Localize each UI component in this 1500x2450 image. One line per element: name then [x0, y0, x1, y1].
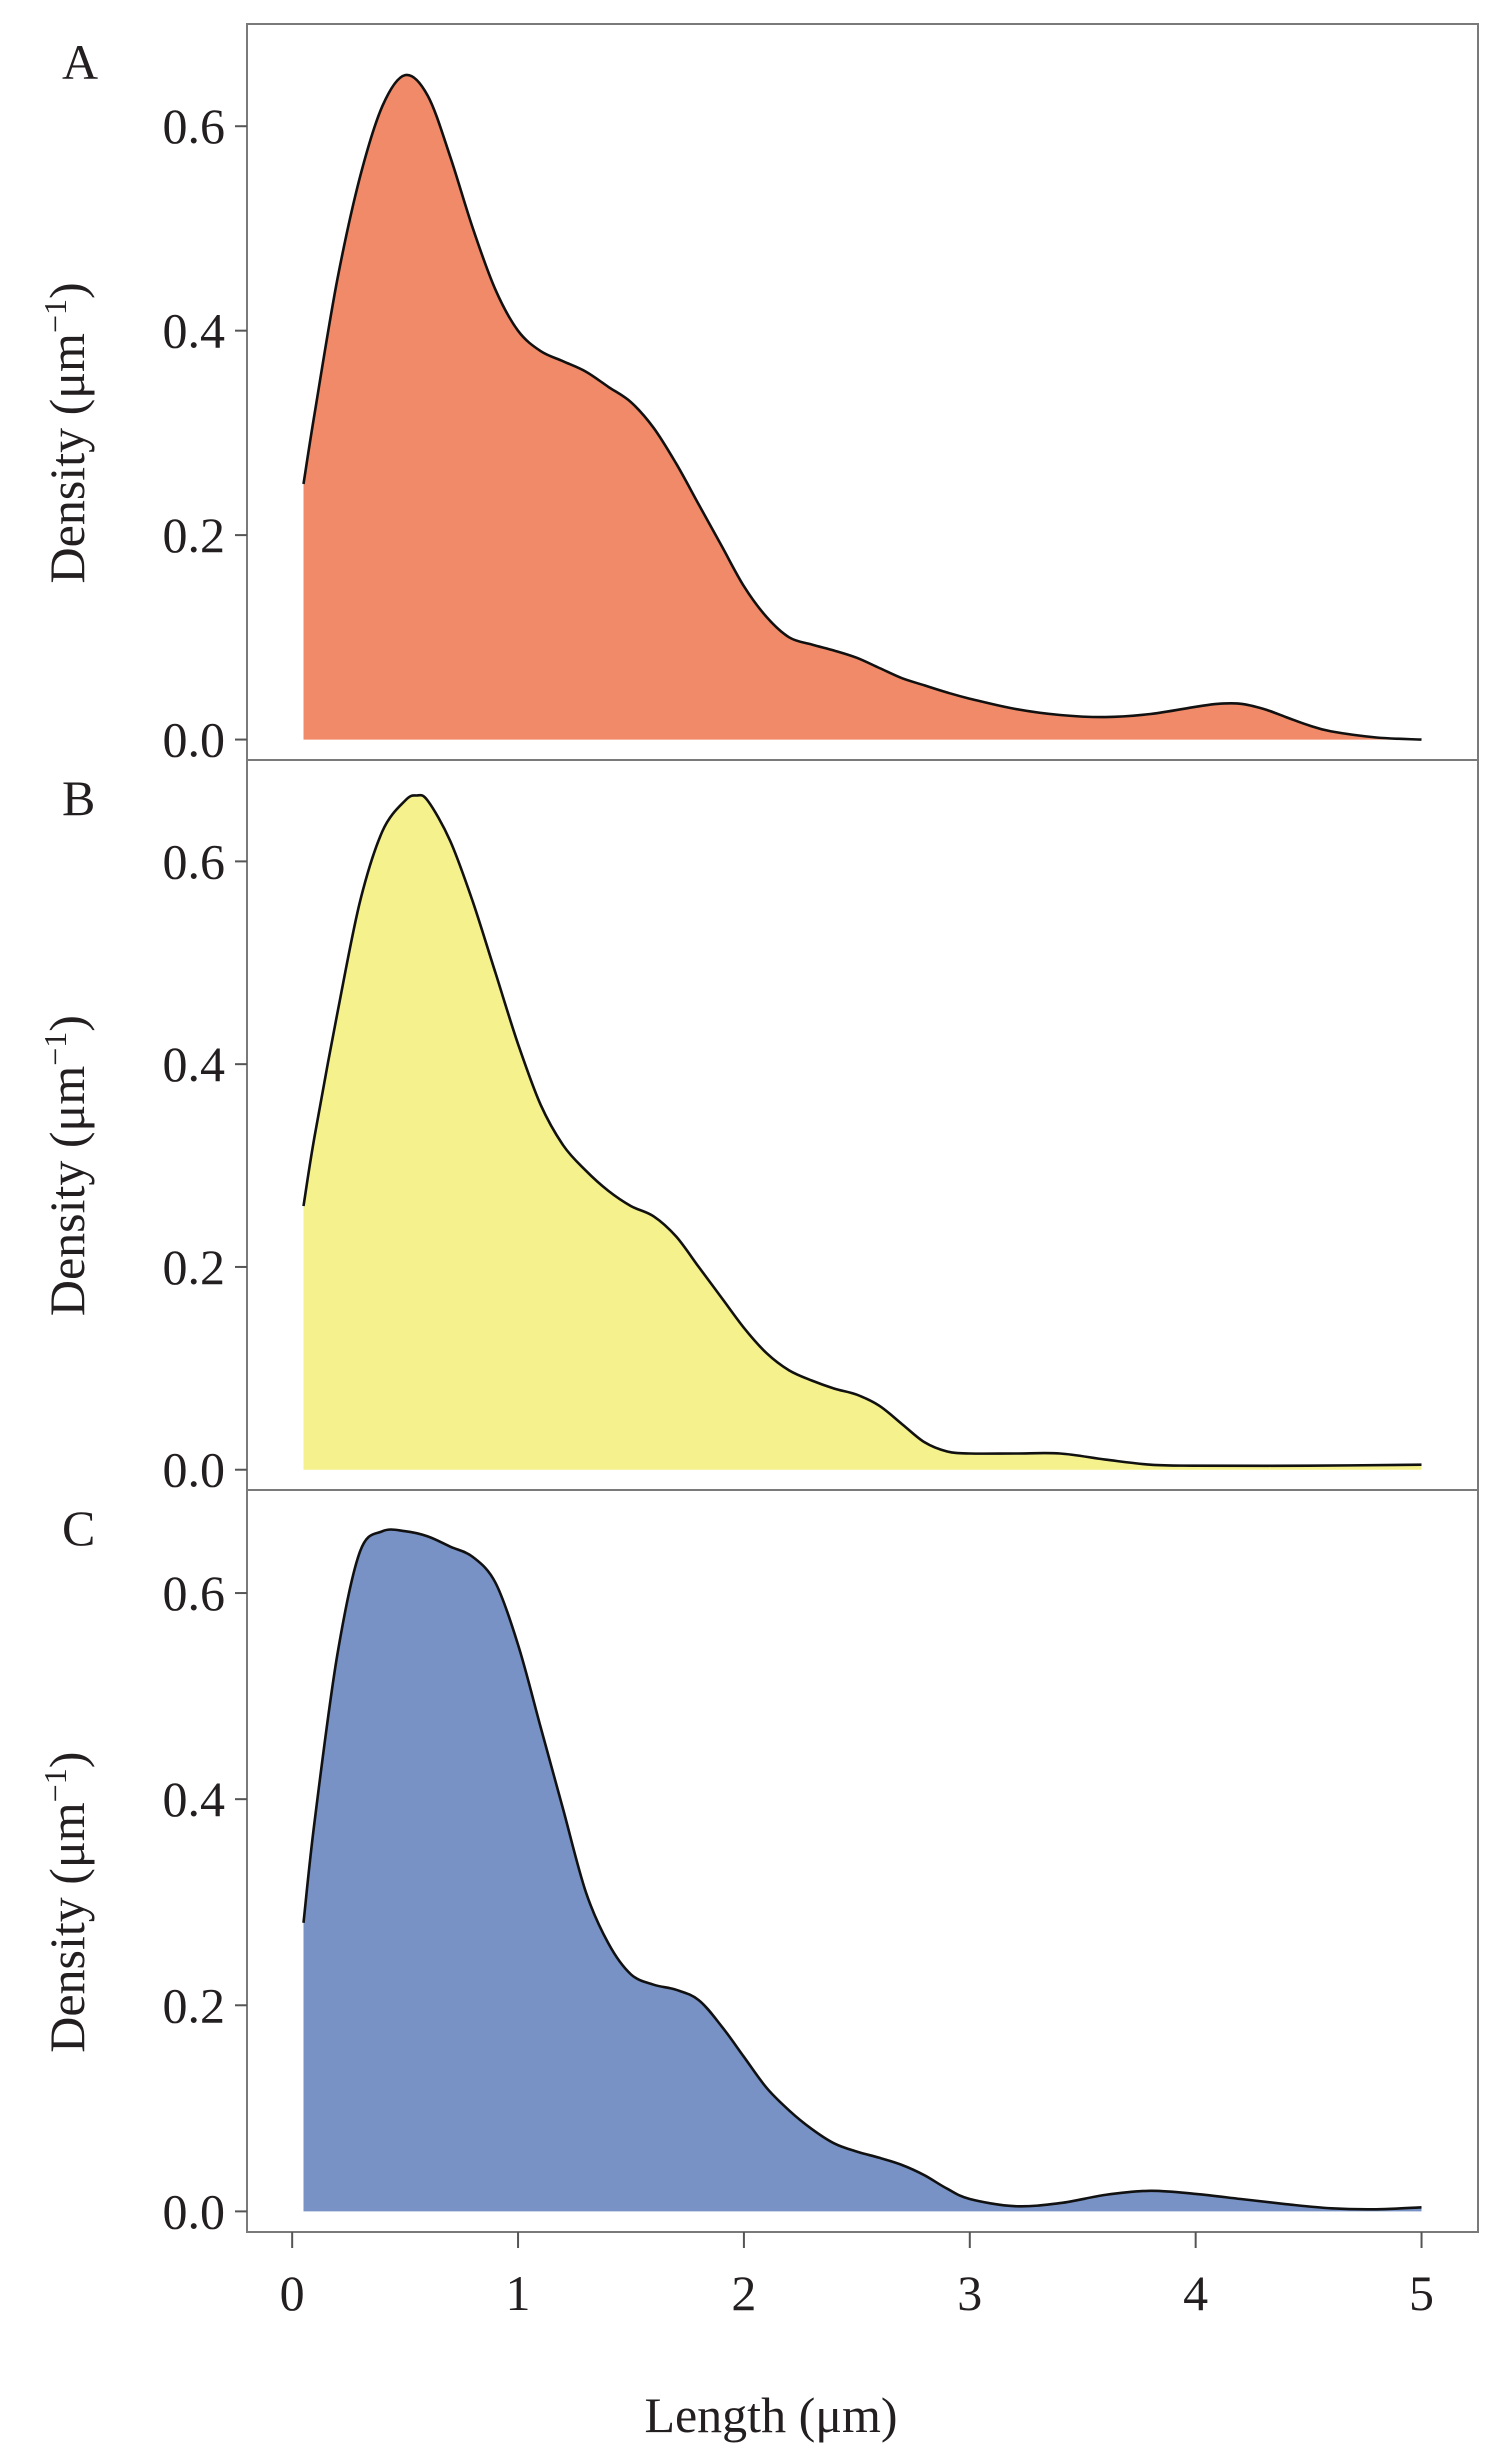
density-curve-c: [302, 1528, 1422, 2211]
density-curve-b: [302, 793, 1422, 1468]
y-tick-label: 0.0: [163, 2183, 226, 2239]
y-tick-label: 0.2: [163, 1977, 226, 2033]
y-tick-label: 0.2: [163, 1239, 226, 1295]
y-axis-title-close: ): [39, 1752, 95, 1769]
density-curve-a: [302, 73, 1422, 741]
x-axis-title: Length (μm): [644, 2387, 897, 2443]
y-tick-label: 0.6: [163, 833, 226, 889]
x-tick-label: 1: [506, 2265, 531, 2321]
panel-label: A: [62, 34, 98, 90]
y-tick-label: 0.0: [163, 1442, 226, 1498]
x-axis: 0 1 2 3 4 5: [280, 2232, 1434, 2321]
y-axis-title-sup: −1: [37, 299, 73, 333]
density-area-a: [303, 74, 1422, 740]
y-axis-title-close: ): [39, 282, 95, 299]
panel-a: 0.0 0.2 0.4 0.6 A Density (μm−1): [37, 23, 1479, 768]
y-axis-title: Density (μm−1): [37, 1015, 95, 1316]
y-tick-label: 0.6: [163, 98, 226, 154]
x-tick-label: 2: [731, 2265, 756, 2321]
density-area-b: [303, 795, 1422, 1470]
y-tick-label: 0.4: [163, 303, 226, 359]
y-axis-title: Density (μm−1): [37, 282, 95, 583]
x-tick-label: 3: [957, 2265, 982, 2321]
panel-c: 0.0 0.2 0.4 0.6 C Density (μm−1): [37, 1489, 1479, 2239]
y-axis-title-text: Density (μm: [39, 333, 95, 583]
y-tick-label: 0.4: [163, 1771, 226, 1827]
x-tick-label: 5: [1409, 2265, 1434, 2321]
y-tick-label: 0.0: [163, 712, 226, 768]
density-area-c: [303, 1529, 1422, 2212]
y-axis-title: Density (μm−1): [37, 1752, 95, 2053]
panel-label: C: [62, 1500, 95, 1556]
y-axis-title-close: ): [39, 1015, 95, 1032]
y-axis-title-text: Density (μm: [39, 1802, 95, 2052]
panel-label: B: [62, 770, 95, 826]
panel-b: 0.0 0.2 0.4 0.6 B Density (μm−1): [37, 759, 1479, 1498]
y-axis-title-sup: −1: [37, 1032, 73, 1066]
x-tick-label: 4: [1183, 2265, 1208, 2321]
y-axis-title-sup: −1: [37, 1768, 73, 1802]
y-tick-label: 0.6: [163, 1565, 226, 1621]
y-tick-label: 0.4: [163, 1036, 226, 1092]
y-axis-title-text: Density (μm: [39, 1066, 95, 1316]
x-tick-label: 0: [280, 2265, 305, 2321]
y-tick-label: 0.2: [163, 507, 226, 563]
panel-frame: [246, 1489, 1479, 2233]
